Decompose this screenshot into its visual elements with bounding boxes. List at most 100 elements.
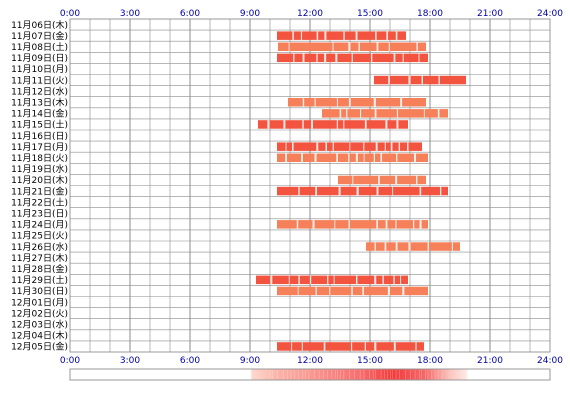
activity-bar bbox=[278, 42, 310, 51]
tick-label-top: 12:00 bbox=[297, 9, 323, 19]
row-label: 11月17日(月) bbox=[11, 142, 68, 153]
activity-gap bbox=[395, 220, 397, 229]
tick-label-bottom: 0:00 bbox=[60, 356, 80, 366]
activity-bar bbox=[256, 275, 408, 285]
row-labels: 11月06日(木)11月07日(金)11月08日(土)11月09日(日)11月1… bbox=[11, 19, 68, 353]
activity-gap bbox=[325, 142, 327, 151]
tick-label-top: 9:00 bbox=[240, 9, 260, 19]
activity-bar bbox=[277, 220, 428, 229]
activity-gap bbox=[314, 98, 316, 107]
activity-gap bbox=[387, 286, 390, 296]
tick-label-top: 21:00 bbox=[477, 9, 503, 19]
activity-bar bbox=[288, 98, 426, 107]
activity-gap bbox=[395, 175, 398, 185]
row-label: 11月22日(土) bbox=[11, 196, 68, 208]
activity-gap bbox=[300, 31, 303, 40]
activity-gap bbox=[416, 42, 418, 51]
tick-label-bottom: 24:00 bbox=[537, 356, 563, 366]
time-axis-ticks: 0:00 0:00 3:00 3:00 6:00 6:00 9:00 9:00 12:00 12:… bbox=[60, 9, 563, 366]
activity-gap bbox=[393, 275, 395, 285]
activity-gap bbox=[362, 286, 365, 296]
activity-gap bbox=[350, 342, 353, 351]
activity-gap bbox=[396, 120, 399, 129]
activity-gap bbox=[343, 31, 345, 40]
activity-gap bbox=[302, 53, 305, 63]
tick-label-bottom: 6:00 bbox=[180, 356, 200, 366]
row-label: 11月06日(木) bbox=[11, 19, 68, 31]
tick-label-top: 18:00 bbox=[417, 9, 443, 19]
activity-bar bbox=[338, 175, 426, 185]
activity-gap bbox=[398, 142, 401, 151]
activity-gap bbox=[346, 109, 348, 118]
activity-gap bbox=[364, 342, 366, 351]
activity-gap bbox=[374, 275, 377, 285]
activity-gap bbox=[301, 342, 303, 351]
activity-gap bbox=[408, 242, 411, 251]
activity-gap bbox=[348, 153, 350, 162]
activity-bar bbox=[277, 31, 366, 40]
activity-gap bbox=[396, 153, 398, 162]
activity-gap bbox=[324, 31, 327, 40]
activity-gap bbox=[437, 109, 440, 118]
activity-gap bbox=[382, 275, 384, 285]
activity-gap bbox=[329, 286, 331, 296]
tick-label-top: 0:00 bbox=[60, 9, 80, 19]
row-label: 12月01日(月) bbox=[11, 297, 68, 308]
activity-gap bbox=[356, 275, 358, 285]
activity-gap bbox=[396, 109, 399, 118]
activity-gap bbox=[292, 142, 294, 151]
tick-label-bottom: 3:00 bbox=[120, 356, 140, 366]
activity-gap bbox=[385, 220, 388, 229]
activity-gap bbox=[343, 120, 345, 129]
activity-gap bbox=[408, 75, 411, 85]
activity-gap bbox=[427, 242, 429, 251]
activity-gap bbox=[336, 120, 338, 129]
activity-gap bbox=[384, 142, 386, 151]
activity-gap bbox=[302, 120, 304, 129]
summary-gradient-bar bbox=[69, 368, 551, 381]
row-label: 12月05日(金) bbox=[11, 341, 68, 353]
activity-gap bbox=[339, 109, 342, 118]
activity-gap bbox=[363, 153, 365, 162]
activity-gap bbox=[312, 220, 315, 229]
activity-gap bbox=[413, 220, 415, 229]
activity-gap bbox=[298, 186, 300, 196]
row-label: 11月20日(木) bbox=[11, 174, 68, 186]
activity-gap bbox=[373, 153, 376, 162]
activity-gap bbox=[395, 242, 398, 251]
activity-gap bbox=[302, 98, 305, 107]
activity-gap bbox=[374, 109, 377, 118]
activity-gap bbox=[348, 220, 350, 229]
activity-gap bbox=[374, 242, 376, 251]
grid bbox=[69, 18, 551, 353]
activity-gap bbox=[356, 186, 359, 196]
activity-gap bbox=[388, 42, 390, 51]
activity-gap bbox=[267, 120, 270, 129]
row-label: 11月12日(水) bbox=[11, 85, 68, 97]
activity-gap bbox=[334, 220, 336, 229]
activity-gap bbox=[375, 142, 378, 151]
activity-gap bbox=[392, 186, 394, 196]
activity-gap bbox=[388, 75, 390, 85]
row-label: 11月10日(月) bbox=[11, 64, 68, 75]
row-label: 11月25日(火) bbox=[11, 231, 68, 242]
activity-gap bbox=[332, 142, 334, 151]
row-label: 12月03日(水) bbox=[11, 318, 68, 330]
activity-gap bbox=[324, 53, 327, 63]
activity-gap bbox=[376, 220, 379, 229]
row-label: 11月13日(木) bbox=[11, 96, 68, 108]
activity-gap bbox=[386, 31, 389, 40]
row-label: 12月04日(木) bbox=[11, 330, 68, 342]
activity-gap bbox=[418, 53, 420, 63]
activity-gap bbox=[336, 98, 338, 107]
row-label: 11月11日(火) bbox=[11, 75, 68, 86]
activity-gap bbox=[285, 153, 287, 162]
row-label: 11月23日(日) bbox=[11, 208, 68, 219]
activity-gap bbox=[315, 186, 318, 196]
activity-gap bbox=[292, 31, 294, 40]
activity-gap bbox=[316, 31, 319, 40]
activity-gap bbox=[402, 53, 404, 63]
activity-gap bbox=[309, 275, 312, 285]
activity-gap bbox=[395, 31, 398, 40]
tick-label-top: 15:00 bbox=[357, 9, 383, 19]
